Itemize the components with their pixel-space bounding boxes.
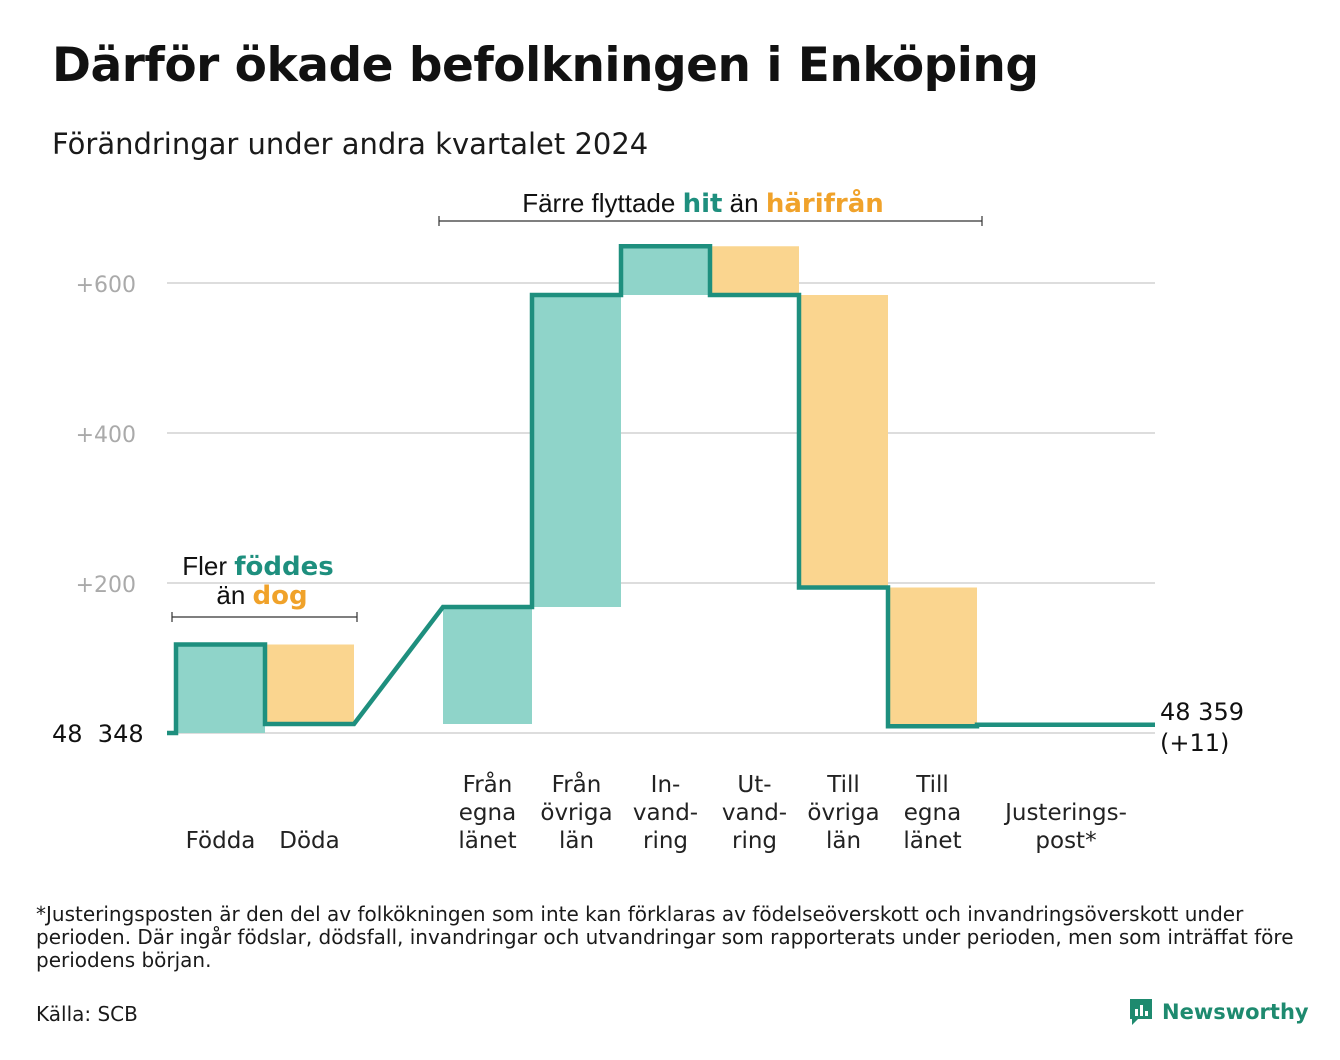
bar-increase: [443, 607, 532, 724]
category-label: Från egna länet: [458, 770, 516, 854]
cumulative-step-line: [167, 244, 1155, 736]
category-label: Ut-vand-ring: [722, 772, 787, 854]
bar-increase: [532, 295, 621, 607]
end-change-label: (+11): [1160, 729, 1229, 757]
annotation-migration-bracket: [438, 216, 983, 226]
bar-decrease: [265, 644, 354, 724]
category-label: Döda: [279, 828, 339, 854]
annotation-births-bracket: [171, 612, 358, 622]
bar-decrease: [888, 587, 977, 727]
bar-increase: [176, 644, 265, 733]
category-label: Födda: [186, 828, 256, 854]
annotation-migration-harifran: härifrån: [766, 187, 884, 219]
annotation-migration-prefix: Färre flyttade: [522, 188, 682, 218]
category-label: Från övriga län: [540, 770, 612, 854]
annotation-births-line1: Fler föddes: [182, 551, 334, 582]
category-label: Justerings-post*: [1003, 800, 1127, 854]
end-value-label: 48 359: [1160, 698, 1244, 726]
brand-logo: Newsworthy: [1128, 997, 1309, 1027]
annotation-migration-middle: än: [722, 188, 765, 218]
newsworthy-logo-icon: [1130, 999, 1152, 1025]
annotation-births-highlight: föddes: [234, 552, 334, 582]
annotation-migration-hit: hit: [683, 189, 723, 219]
y-tick-label: +400: [76, 423, 136, 448]
annotation-migration: Färre flyttade hit än härifrån: [522, 187, 884, 219]
annotation-births-prefix: Fler: [182, 551, 234, 581]
category-label: In-vand-ring: [633, 772, 698, 854]
category-label: Till övriga län: [807, 772, 879, 854]
chart-subtitle: Förändringar under andra kvartalet 2024: [52, 127, 649, 161]
category-label: Till egna länet: [903, 772, 961, 854]
y-tick-label: +200: [76, 573, 136, 598]
annotation-deaths-prefix: än: [216, 580, 252, 610]
footnote: *Justeringsposten är den del av folkökni…: [36, 902, 1294, 972]
annotation-deaths-highlight: dog: [253, 581, 308, 611]
y-tick-label: +600: [76, 273, 136, 298]
annotation-births-line2: än dog: [216, 580, 307, 611]
brand-name: Newsworthy: [1162, 1000, 1309, 1024]
source-label: Källa: SCB: [36, 1002, 138, 1026]
bar-increase: [621, 246, 710, 295]
chart-title: Därför ökade befolkningen i Enköping: [52, 38, 1039, 93]
bar-decrease: [799, 295, 888, 588]
start-value-label: 48 348: [52, 720, 144, 748]
bar-decrease: [710, 246, 799, 295]
